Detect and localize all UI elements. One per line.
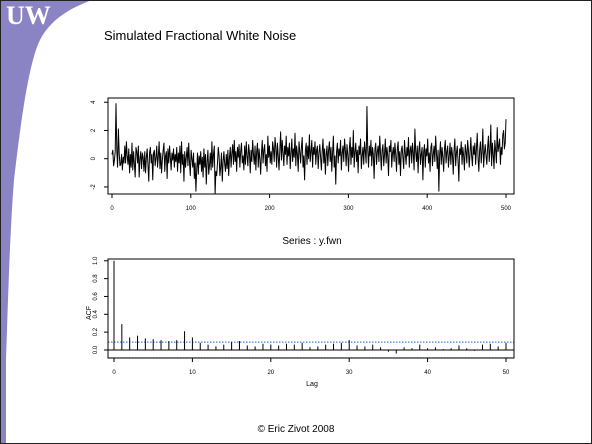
x-tick-label: 200 xyxy=(265,206,276,212)
x-tick-label: 100 xyxy=(186,206,197,212)
y-tick-label: 4 xyxy=(91,100,97,104)
y-tick-label: 0.0 xyxy=(93,345,99,354)
chart1-axes: 0 100 200 300 400 500 -2 0 2 4 xyxy=(91,100,512,212)
series-line xyxy=(111,103,507,195)
logo-text: UW xyxy=(6,1,51,30)
chart2-axes: 0 10 20 30 40 50 0.0 0.2 0.4 0.6 0.8 1.0 xyxy=(93,256,510,376)
slide-footer: © Eric Zivot 2008 xyxy=(257,424,335,435)
y-axis-label: ACF xyxy=(86,306,93,320)
x-tick-label: 500 xyxy=(501,206,512,212)
y-tick-label: 0 xyxy=(91,156,97,160)
chart2-frame xyxy=(107,258,515,359)
y-tick-label: 1.0 xyxy=(93,256,99,265)
x-tick-label: 50 xyxy=(503,370,510,376)
logo-swoosh xyxy=(0,0,92,444)
y-tick-label: 0.8 xyxy=(93,274,99,283)
y-tick-label: 0.4 xyxy=(93,309,99,318)
acf-chart-title: Series : y.fwn xyxy=(282,236,341,247)
x-tick-label: 0 xyxy=(110,206,114,212)
y-tick-label: 2 xyxy=(91,128,97,132)
uw-logo: UW xyxy=(0,0,92,444)
x-tick-label: 30 xyxy=(346,370,353,376)
y-tick-label: -2 xyxy=(91,184,97,190)
x-tick-label: 0 xyxy=(112,370,116,376)
x-tick-label: 20 xyxy=(267,370,274,376)
y-tick-label: 0.6 xyxy=(93,292,99,301)
x-tick-label: 10 xyxy=(189,370,196,376)
x-axis-label: Lag xyxy=(306,381,318,388)
x-tick-label: 400 xyxy=(422,206,433,212)
x-tick-label: 40 xyxy=(424,370,431,376)
x-tick-label: 300 xyxy=(343,206,354,212)
chart1-frame xyxy=(107,97,515,195)
slide-title: Simulated Fractional White Noise xyxy=(104,28,297,43)
y-tick-label: 0.2 xyxy=(93,327,99,336)
acf-bars xyxy=(113,260,507,354)
